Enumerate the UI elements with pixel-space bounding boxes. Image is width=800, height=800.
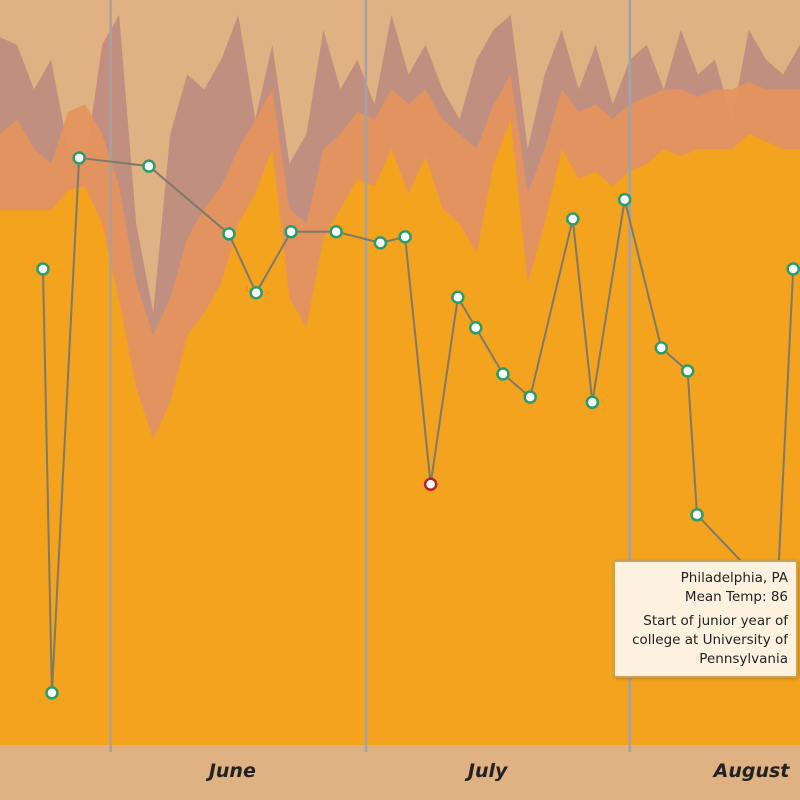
data-point bbox=[680, 364, 695, 378]
data-point bbox=[72, 151, 86, 165]
data-point bbox=[468, 321, 483, 335]
data-point bbox=[329, 224, 343, 239]
highlight-point bbox=[423, 477, 438, 491]
data-point bbox=[523, 390, 537, 404]
data-point bbox=[585, 395, 600, 410]
data-point bbox=[398, 230, 412, 244]
data-point bbox=[690, 508, 704, 522]
tooltip-value: Mean Temp: 86 bbox=[684, 589, 788, 605]
area bbox=[0, 119, 800, 745]
x-tick-label: August bbox=[712, 760, 791, 782]
data-point bbox=[451, 290, 465, 305]
x-tick-label: June bbox=[205, 760, 256, 782]
data-point bbox=[496, 367, 510, 381]
data-point bbox=[566, 212, 580, 226]
data-point bbox=[617, 192, 632, 207]
tooltip: Philadelphia, PA Mean Temp: 86 Start of … bbox=[613, 560, 798, 678]
data-point bbox=[36, 262, 50, 276]
tooltip-note: Start of junior year of college at Unive… bbox=[632, 613, 788, 667]
data-point bbox=[654, 341, 669, 355]
data-point bbox=[249, 286, 263, 300]
data-point bbox=[222, 227, 236, 241]
data-point bbox=[284, 224, 298, 239]
tooltip-location: Philadelphia, PA bbox=[680, 570, 788, 586]
data-point bbox=[142, 159, 156, 173]
data-point bbox=[373, 236, 388, 250]
data-point bbox=[786, 262, 800, 276]
x-tick-label: July bbox=[464, 760, 509, 782]
data-point bbox=[45, 686, 59, 700]
